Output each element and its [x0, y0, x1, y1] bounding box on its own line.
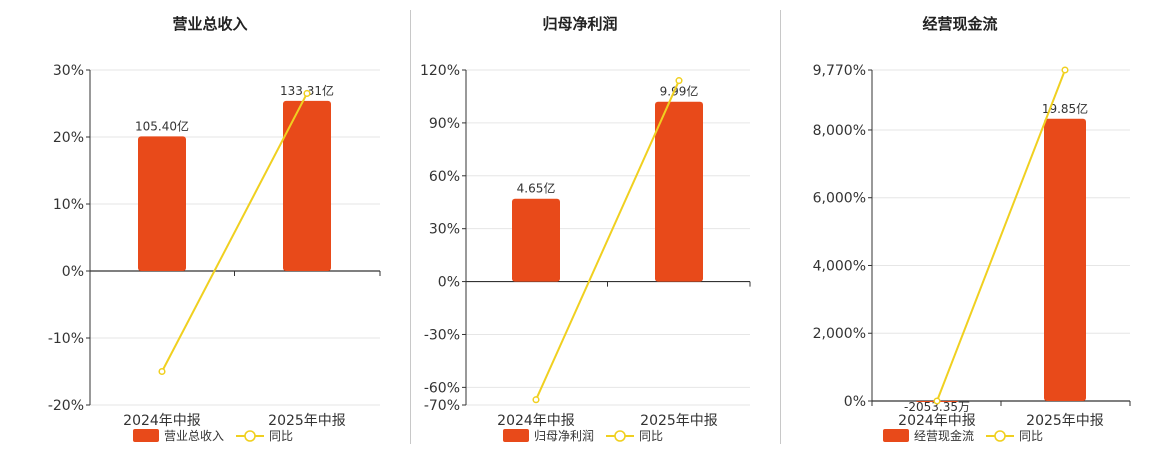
y-tick-label: 30% [53, 63, 84, 79]
bar [138, 136, 186, 271]
bar-value-label: 105.40亿 [135, 118, 189, 133]
line-point [675, 77, 683, 85]
chart-title: 归母净利润 [542, 15, 617, 33]
legend-line-marker [994, 430, 1006, 442]
y-tick-label: 4,000% [813, 258, 866, 274]
line-point [158, 367, 166, 376]
bar-value-label: 4.65亿 [517, 181, 556, 196]
legend-label: 同比 [269, 429, 293, 443]
line-point [933, 397, 941, 405]
y-tick-label: 60% [429, 169, 460, 185]
y-tick-label: 2,000% [813, 326, 866, 342]
line-point [1061, 66, 1069, 74]
legend-label: 经营现金流 [914, 428, 974, 443]
y-tick-label: 6,000% [813, 191, 866, 207]
chart-title: 经营现金流 [922, 15, 997, 33]
line-point [532, 396, 540, 404]
bar-value-label: 9.99亿 [660, 84, 699, 99]
y-tick-label: -60% [424, 380, 460, 396]
y-tick-label: 10% [53, 197, 84, 213]
legend-bar-swatch [883, 429, 909, 442]
bar [512, 198, 560, 282]
y-tick-label: -20% [48, 398, 84, 414]
legend-label: 同比 [639, 429, 663, 443]
y-tick-label: 0% [62, 264, 84, 280]
legend-bar-swatch [503, 429, 529, 442]
y-tick-label: 0% [438, 275, 460, 291]
x-tick-label: 2025年中报 [640, 413, 718, 429]
y-tick-label: -10% [48, 331, 84, 347]
y-tick-label: 90% [429, 116, 460, 132]
series-line [161, 92, 308, 372]
panel-divider [780, 10, 781, 444]
x-tick-label: 2024年中报 [497, 413, 575, 429]
bar [655, 101, 703, 282]
panel-divider [410, 10, 411, 444]
legend-bar-swatch [133, 429, 159, 442]
bar-value-label: -2053.35万 [904, 400, 970, 414]
y-tick-label: 0% [844, 394, 866, 410]
x-tick-label: 2024年中报 [898, 413, 976, 429]
legend-label: 营业总收入 [164, 429, 224, 443]
series-line [936, 69, 1066, 402]
chart-title: 营业总收入 [172, 15, 247, 33]
legend-label: 归母净利润 [534, 429, 594, 443]
x-tick-label: 2025年中报 [1026, 413, 1104, 429]
y-tick-label: 8,000% [813, 123, 866, 139]
bar [1044, 118, 1086, 402]
y-tick-label: 9,770% [813, 63, 866, 79]
y-tick-label: 30% [429, 222, 460, 238]
bar-value-label: 19.85亿 [1042, 101, 1088, 116]
legend-line-marker [244, 430, 256, 442]
legend-line-marker [614, 430, 626, 442]
y-tick-label: 120% [420, 63, 460, 79]
legend-label: 同比 [1019, 429, 1043, 443]
series-line [535, 80, 680, 401]
y-tick-label: -30% [424, 327, 460, 343]
line-point [303, 89, 311, 97]
y-tick-label: 20% [53, 130, 84, 146]
bar [283, 100, 331, 271]
x-tick-label: 2025年中报 [268, 413, 346, 429]
x-tick-label: 2024年中报 [123, 413, 201, 429]
y-tick-label: -70% [424, 398, 460, 414]
